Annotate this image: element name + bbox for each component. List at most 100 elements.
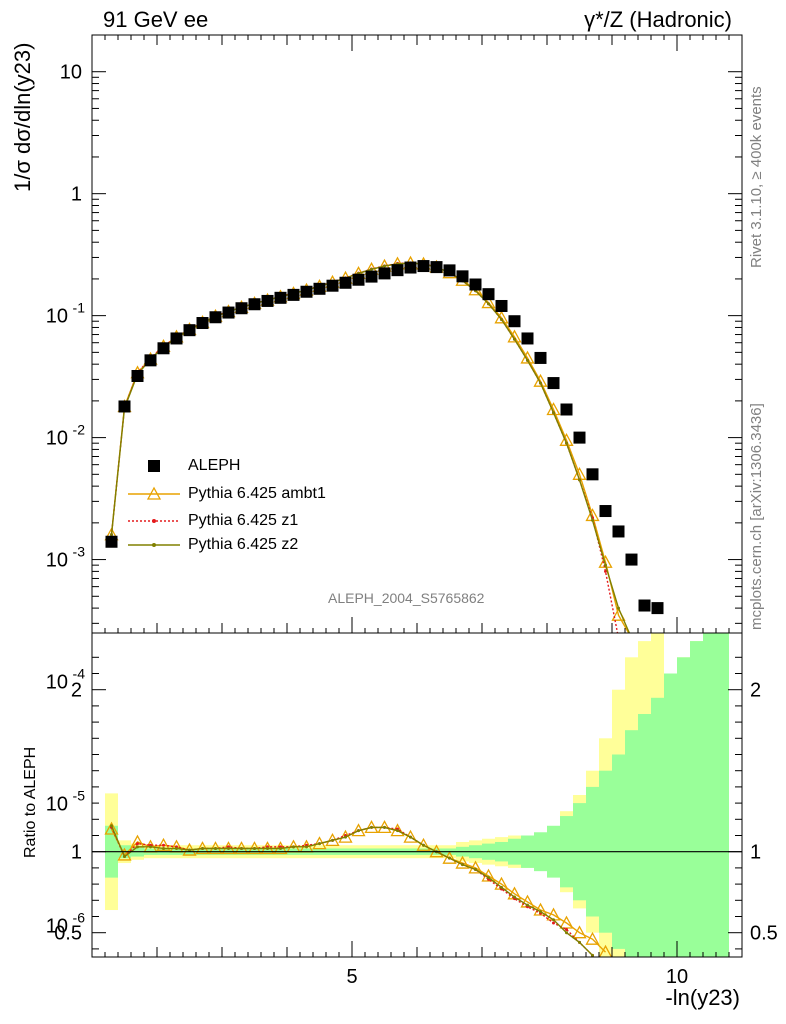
stat-uncertainty-band <box>677 657 690 957</box>
ratio-point-dot <box>110 824 113 828</box>
ratio-point-triangle <box>104 821 119 835</box>
data-point-square <box>417 260 430 273</box>
data-point-square <box>157 342 170 355</box>
data-point-square <box>287 288 300 301</box>
side-label-mcplots: mcplots.cern.ch [arXiv:1306.3436] <box>748 403 765 630</box>
ratio-point-dot <box>188 848 191 852</box>
legend-markers <box>128 460 180 547</box>
data-point-square <box>391 264 404 277</box>
data-point-square <box>274 291 287 304</box>
data-point-square <box>534 351 547 364</box>
data-point-square <box>560 403 573 416</box>
ratio-point-dot <box>162 843 165 847</box>
ratio-point-dot <box>357 829 360 833</box>
ratio-point-dot <box>214 846 217 850</box>
ratio-point-dot <box>552 918 555 922</box>
data-point-square <box>404 261 417 274</box>
mc-point-dot <box>526 358 529 362</box>
data-point-square <box>326 279 339 292</box>
data-point-square <box>235 302 248 315</box>
ratio-bands <box>105 633 729 957</box>
y-tick-label-top-exp: -4 <box>73 666 86 682</box>
y-tick-label-top-exp: -1 <box>73 300 86 316</box>
ratio-point-dot <box>279 846 282 850</box>
title-right: γ*/Z (Hadronic) <box>584 7 732 32</box>
mc-point-dot <box>513 337 516 341</box>
legend-label-aleph: ALEPH <box>188 457 241 474</box>
ratio-point-dot <box>162 846 165 850</box>
ratio-point-dot <box>383 825 386 829</box>
y-tick-label-top: 10 <box>46 915 68 937</box>
data-point-square <box>352 273 365 286</box>
data-point-square <box>508 315 521 328</box>
data-point-square <box>586 468 599 481</box>
ratio-point-dot <box>149 845 152 849</box>
x-tick-label: 10 <box>666 966 688 988</box>
y-tick-label-top-exp: -6 <box>73 909 86 925</box>
y-tick-label-top: 10 <box>46 306 68 328</box>
mc-point-dot <box>578 478 581 482</box>
ratio-point-triangle <box>468 860 483 874</box>
data-point-square <box>196 317 209 330</box>
legend-marker-dot <box>152 519 156 523</box>
legend-label-z2: Pythia 6.425 z2 <box>188 536 299 553</box>
data-point-square <box>495 299 508 312</box>
ratio-point-triangle <box>403 829 418 843</box>
data-point-square <box>599 505 612 518</box>
ratio-point-dot <box>487 876 490 880</box>
title-left: 91 GeV ee <box>103 7 209 32</box>
data-point-square <box>638 599 651 612</box>
data-point-square <box>170 332 183 345</box>
y-tick-label-ratio-right: 0.5 <box>750 923 778 945</box>
ratio-point-dot <box>331 838 334 842</box>
ratio-point-triangle <box>442 850 457 864</box>
ratio-point-dot <box>175 846 178 850</box>
mc-point-dot <box>383 264 386 268</box>
legend-marker-dot <box>152 543 156 547</box>
ratio-point-dot <box>201 846 204 850</box>
top-series-group <box>104 255 664 633</box>
series-line <box>110 262 631 633</box>
ratio-point-triangle <box>416 837 431 851</box>
y-axis-label-ratio: Ratio to ALEPH <box>22 746 39 858</box>
data-point-square <box>469 278 482 291</box>
ratio-point-triangle <box>585 931 600 945</box>
data-point-square <box>105 535 118 548</box>
stat-uncertainty-band <box>625 730 638 957</box>
data-point-square <box>547 377 560 390</box>
ratio-point-dot <box>305 845 308 849</box>
ratio-point-triangle <box>572 925 587 939</box>
ratio-point-dot <box>396 829 399 833</box>
mc-point-triangle <box>559 432 574 446</box>
mc-point-triangle <box>494 310 509 324</box>
ratio-point-dot <box>253 846 256 850</box>
mc-point-dot <box>591 518 594 522</box>
mc-point-triangle <box>533 373 548 387</box>
mc-point-dot <box>110 533 113 537</box>
legend-marker-triangle <box>146 486 162 500</box>
mc-point-dot <box>604 569 607 573</box>
data-point-square <box>482 288 495 301</box>
ratio-point-dot <box>552 921 555 925</box>
ratio-point-dot <box>539 910 542 914</box>
ratio-point-dot <box>565 931 568 935</box>
ratio-point-dot <box>591 953 594 957</box>
data-point-square <box>612 525 625 538</box>
stat-uncertainty-band <box>651 697 664 957</box>
data-point-square <box>378 267 391 280</box>
ratio-point-dot <box>227 846 230 850</box>
ratio-point-dot <box>292 845 295 849</box>
ratio-point-dot <box>422 843 425 847</box>
data-point-square <box>261 294 274 307</box>
ratio-point-dot <box>448 856 451 860</box>
data-point-square <box>183 324 196 337</box>
mc-point-dot <box>604 563 607 567</box>
legend-label-z1: Pythia 6.425 z1 <box>188 512 299 529</box>
x-axis-label: -ln(y23) <box>665 985 740 1010</box>
ratio-point-dot <box>136 845 139 849</box>
data-point-square <box>248 298 261 311</box>
y-tick-label-top-exp: -2 <box>73 422 86 438</box>
ratio-point-dot <box>565 927 568 931</box>
